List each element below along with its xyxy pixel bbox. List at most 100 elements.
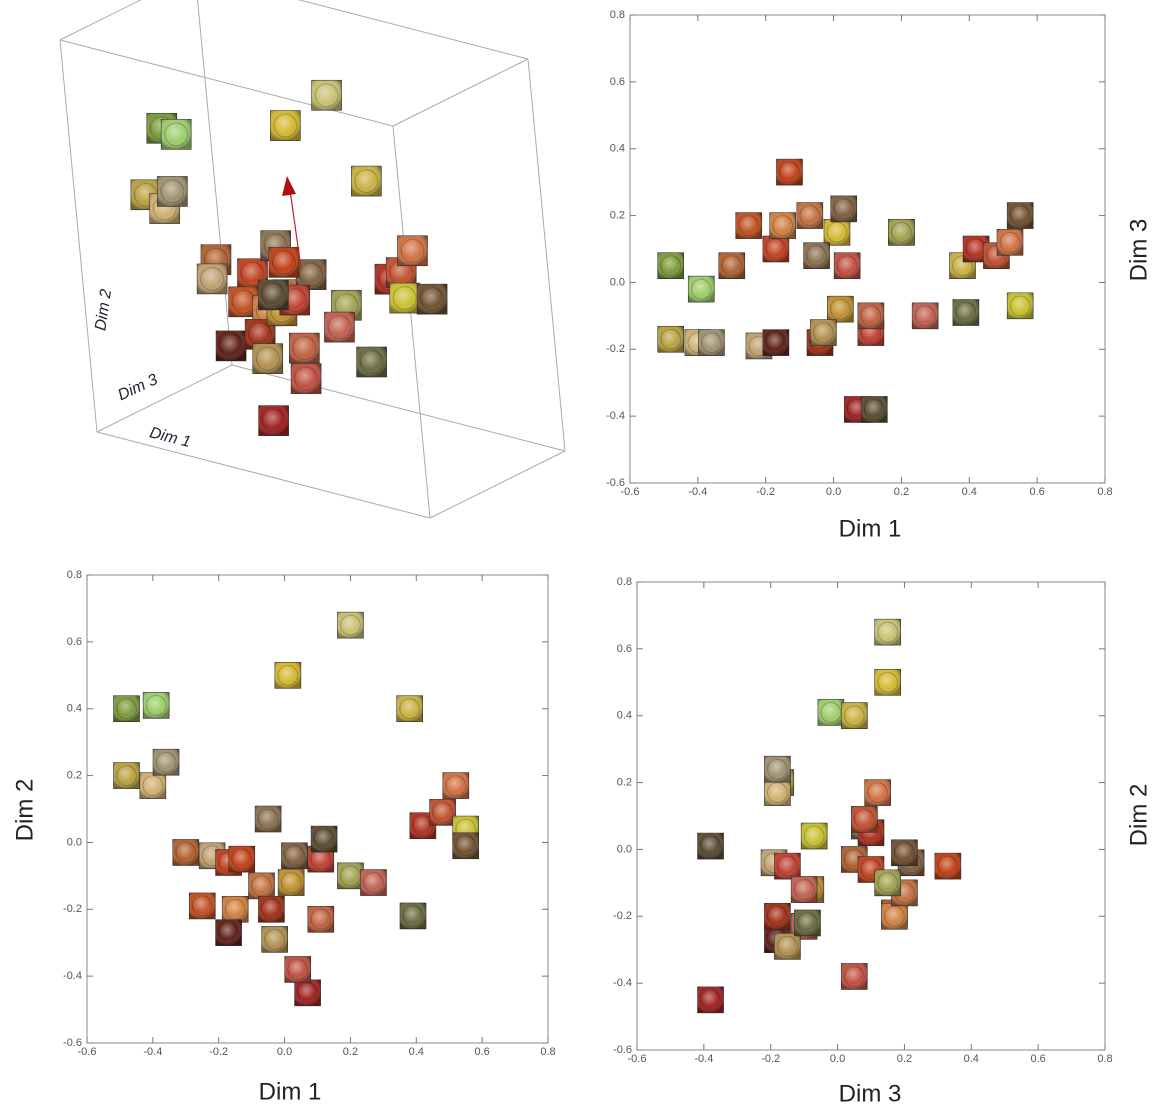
marker-shade xyxy=(311,80,342,111)
marker-shade xyxy=(697,986,724,1013)
y-tick-label: 0.0 xyxy=(610,276,625,288)
apple-marker xyxy=(827,295,854,323)
apple-cube xyxy=(356,346,387,378)
apple-marker xyxy=(874,618,902,646)
y-tick-label: 0.8 xyxy=(610,9,625,21)
y-tick-label: 0.4 xyxy=(610,143,625,155)
marker-shade xyxy=(688,276,715,303)
marker-shade xyxy=(857,302,884,329)
apple-marker xyxy=(860,396,888,423)
y-tick-label: 0.8 xyxy=(617,576,632,588)
marker-shade xyxy=(189,892,216,919)
marker-shade xyxy=(735,212,762,239)
z-axis-label: Dim 3 xyxy=(115,371,160,404)
apple-cube xyxy=(270,110,301,141)
x-tick-label: 0.6 xyxy=(1030,1053,1045,1065)
apple-marker xyxy=(113,695,140,723)
apple-marker xyxy=(891,839,918,867)
marker-shade xyxy=(912,302,939,329)
apple-marker xyxy=(277,869,305,896)
box-edge xyxy=(59,39,394,127)
apple-marker xyxy=(874,668,902,696)
apple-marker xyxy=(864,779,891,806)
marker-shade xyxy=(796,202,823,229)
box-edge xyxy=(59,0,142,41)
marker-shade xyxy=(888,219,915,246)
marker-shade xyxy=(153,749,180,776)
apple-marker xyxy=(774,852,801,880)
plot-frame xyxy=(629,14,1106,484)
marker-shade xyxy=(934,853,961,880)
y-tick-label: -0.2 xyxy=(606,343,625,355)
apple-cube xyxy=(351,165,382,197)
apple-marker xyxy=(764,779,791,806)
marker-shade xyxy=(874,619,901,646)
marker-shade xyxy=(997,229,1023,256)
y-tick-label: 0.2 xyxy=(610,209,625,221)
marker-shade xyxy=(442,772,469,799)
x-tick-label: 0.0 xyxy=(277,1046,292,1058)
marker-shade xyxy=(258,279,289,310)
marker-shade xyxy=(698,329,725,356)
marker-shade xyxy=(215,919,242,946)
marker-shade xyxy=(157,176,188,207)
apple-cube xyxy=(397,235,428,267)
y-tick-label: 0.0 xyxy=(67,836,82,848)
y-tick-label: -0.4 xyxy=(63,970,82,982)
marker-shade xyxy=(803,242,830,269)
apple-marker xyxy=(762,235,790,263)
marker-shade xyxy=(143,692,170,719)
marker-shade xyxy=(255,806,282,833)
marker-shade xyxy=(161,119,192,150)
marker-shade xyxy=(248,872,275,899)
y-tick-label: 0.8 xyxy=(67,569,82,581)
apple-marker xyxy=(764,902,791,930)
x-tick-label: -0.2 xyxy=(756,486,775,498)
marker-shade xyxy=(874,869,901,896)
apple-cube xyxy=(416,283,448,315)
apple-marker xyxy=(409,812,437,840)
marker-shade xyxy=(776,159,803,186)
y-tick-label: 0.4 xyxy=(617,710,632,722)
box-edge xyxy=(392,125,431,519)
apple-cube xyxy=(258,405,289,436)
apple-cube xyxy=(157,176,188,207)
marker-shade xyxy=(834,252,861,279)
y-tick-label: -0.6 xyxy=(63,1037,82,1049)
y-axis-label: Dim 2 xyxy=(92,288,115,332)
y-axis-label: Dim 2 xyxy=(1125,784,1152,847)
apple-marker xyxy=(934,852,962,880)
y-tick-label: 0.2 xyxy=(67,769,82,781)
marker-shade xyxy=(697,833,724,860)
apple-marker xyxy=(874,869,902,897)
marker-shade xyxy=(351,166,382,197)
apple-marker xyxy=(152,748,180,776)
marker-shade xyxy=(851,806,878,833)
marker-shade xyxy=(952,299,979,326)
apple-marker xyxy=(949,252,976,280)
marker-shade xyxy=(113,695,140,722)
x-tick-label: 0.6 xyxy=(1029,486,1044,498)
marker-shade xyxy=(417,284,448,315)
marker-shade xyxy=(1007,202,1034,229)
apple-cube xyxy=(289,332,320,364)
apple-cube xyxy=(258,279,289,311)
marker-shade xyxy=(307,906,334,933)
apple-marker xyxy=(888,218,915,246)
marker-shade xyxy=(284,956,311,983)
marker-shade xyxy=(172,839,199,866)
box-edge xyxy=(392,58,529,127)
marker-shade xyxy=(762,329,789,356)
marker-shade xyxy=(396,695,423,722)
y-axis-label: Dim 3 xyxy=(1125,219,1152,282)
x-axis-label: Dim 1 xyxy=(259,1078,322,1105)
apple-marker xyxy=(823,218,851,246)
apple-marker xyxy=(310,825,338,853)
marker-shade xyxy=(294,979,321,1006)
marker-shade xyxy=(399,902,426,929)
box-edge xyxy=(96,431,431,519)
marker-shade xyxy=(252,343,283,374)
x-tick-label: 0.4 xyxy=(409,1046,424,1058)
apple-cube xyxy=(290,363,322,394)
apple-cube xyxy=(295,259,327,290)
